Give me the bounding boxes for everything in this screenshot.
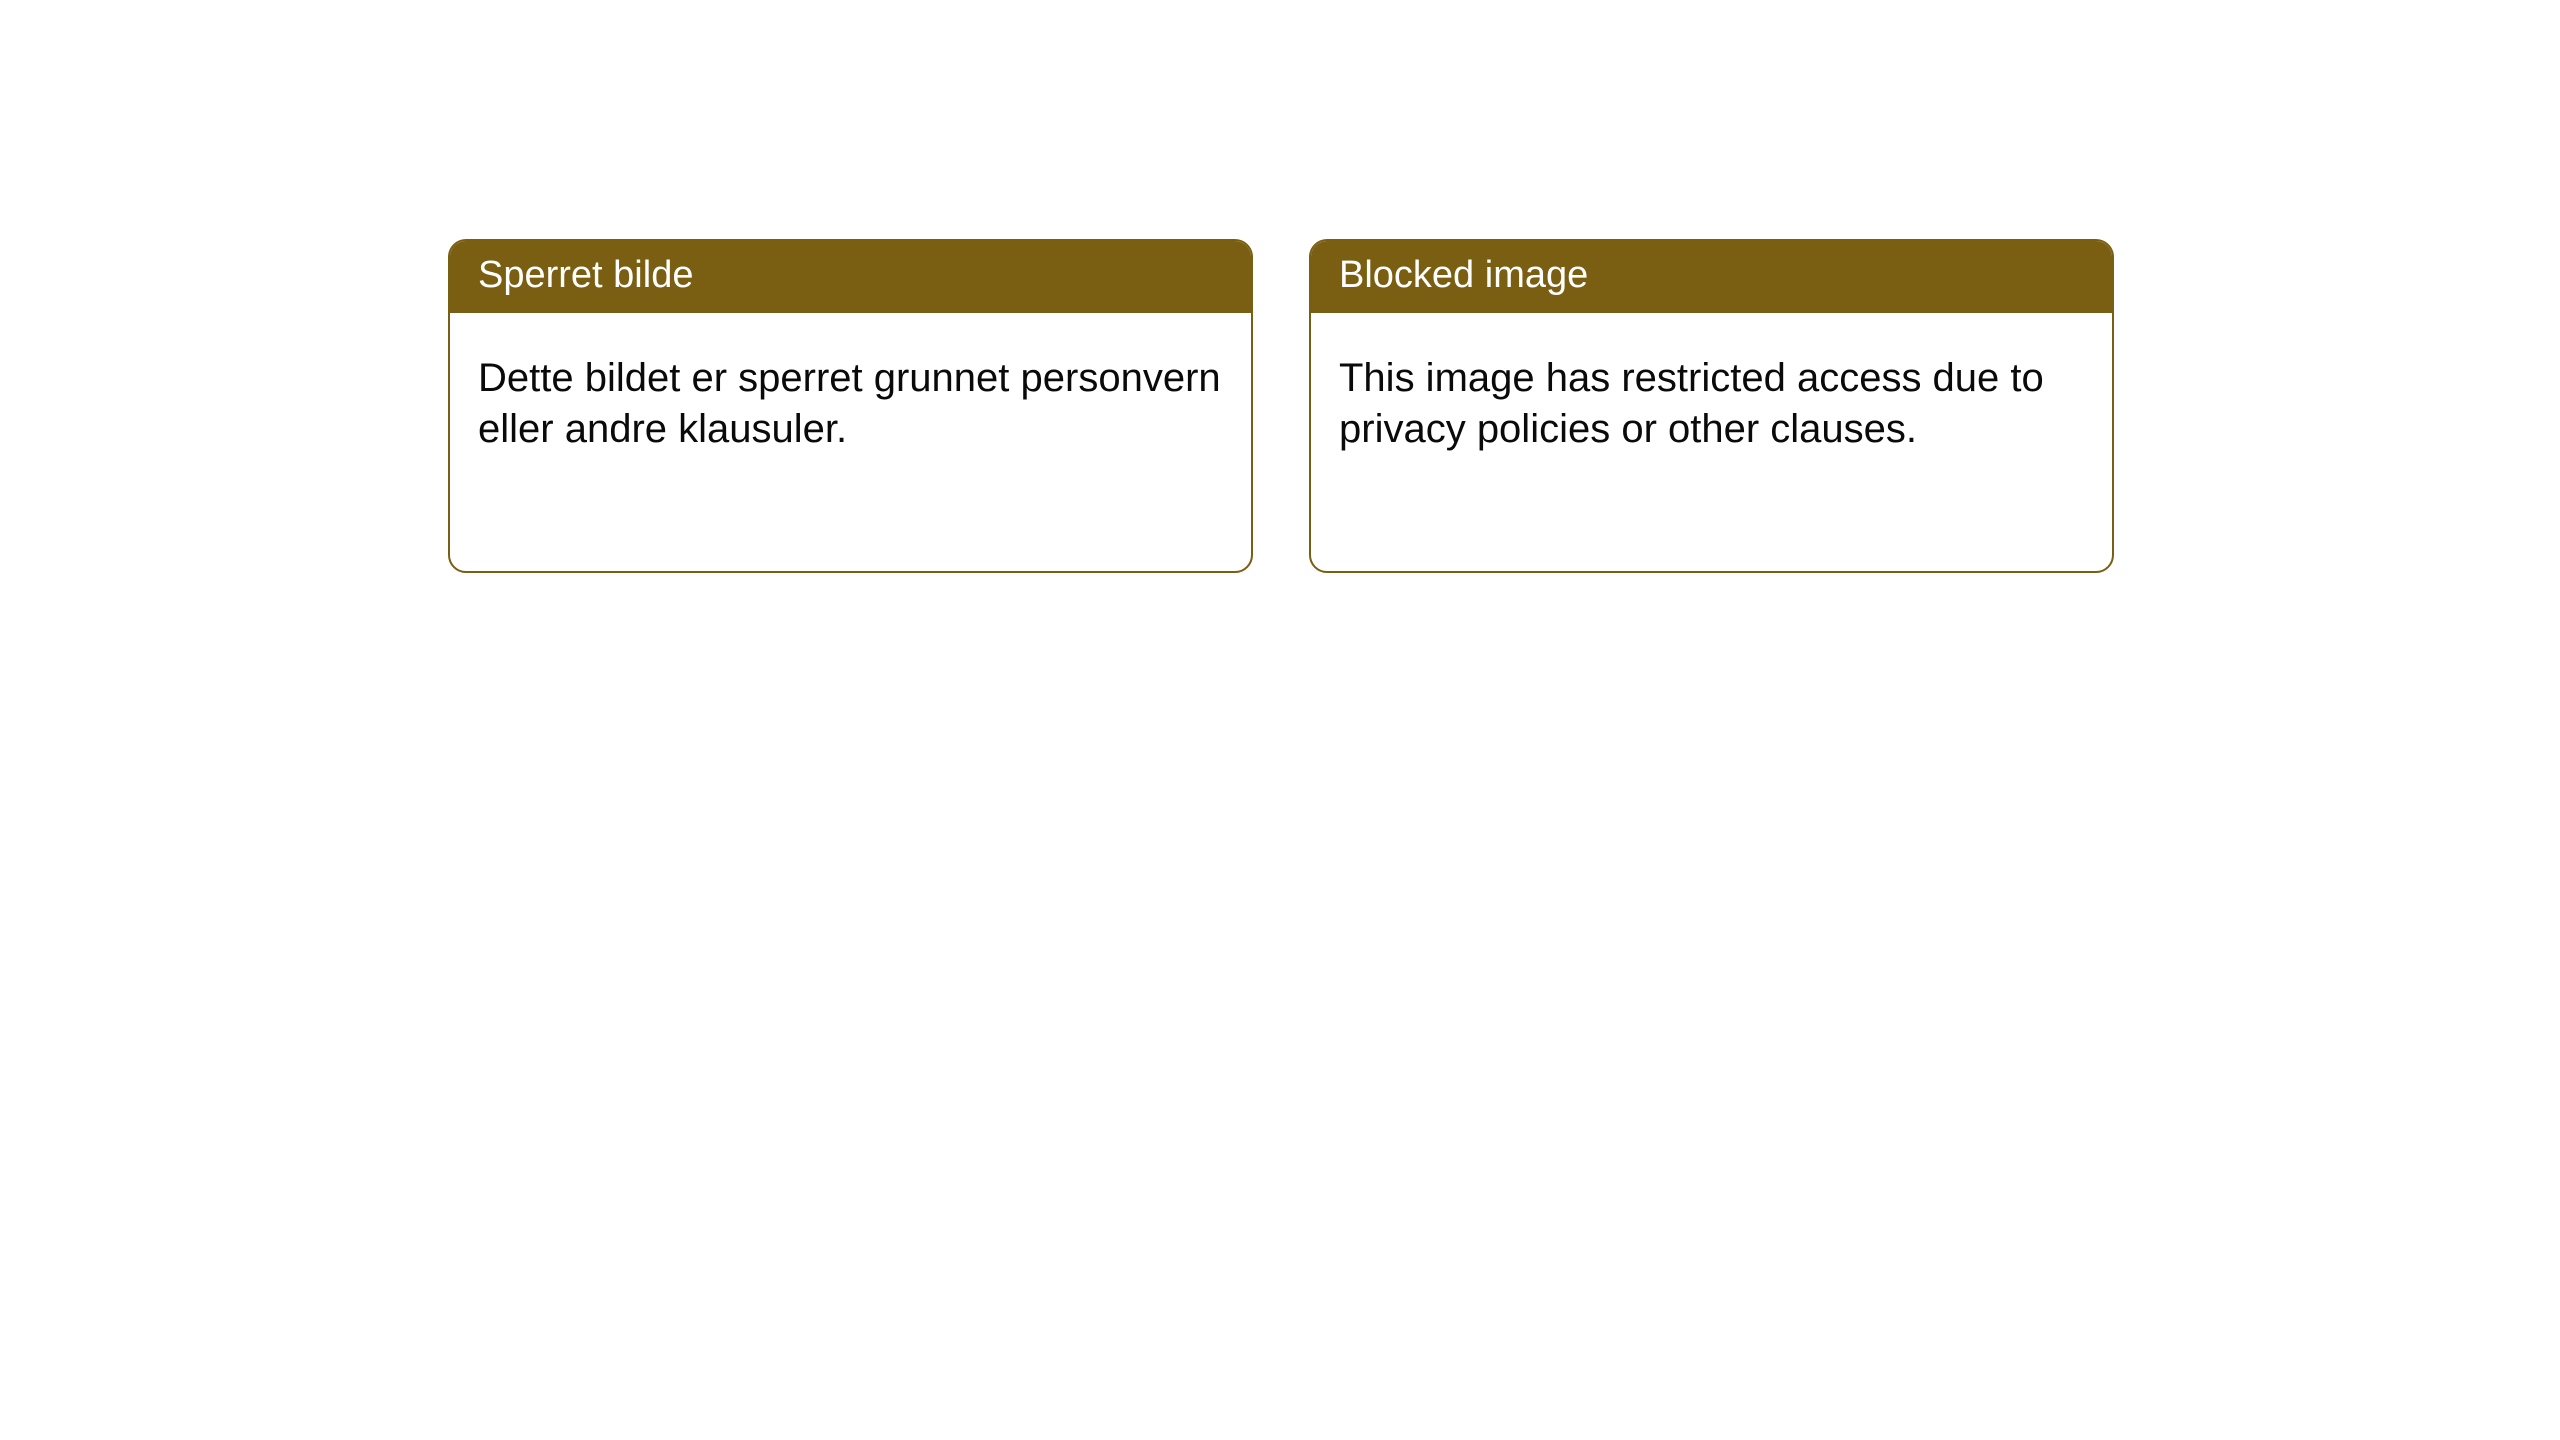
notice-body-english: This image has restricted access due to … — [1311, 313, 2112, 483]
notice-card-english: Blocked image This image has restricted … — [1309, 239, 2114, 573]
notice-header-norwegian: Sperret bilde — [450, 241, 1251, 313]
notice-card-norwegian: Sperret bilde Dette bildet er sperret gr… — [448, 239, 1253, 573]
notice-body-norwegian: Dette bildet er sperret grunnet personve… — [450, 313, 1251, 483]
notice-container: Sperret bilde Dette bildet er sperret gr… — [448, 239, 2114, 573]
notice-header-english: Blocked image — [1311, 241, 2112, 313]
